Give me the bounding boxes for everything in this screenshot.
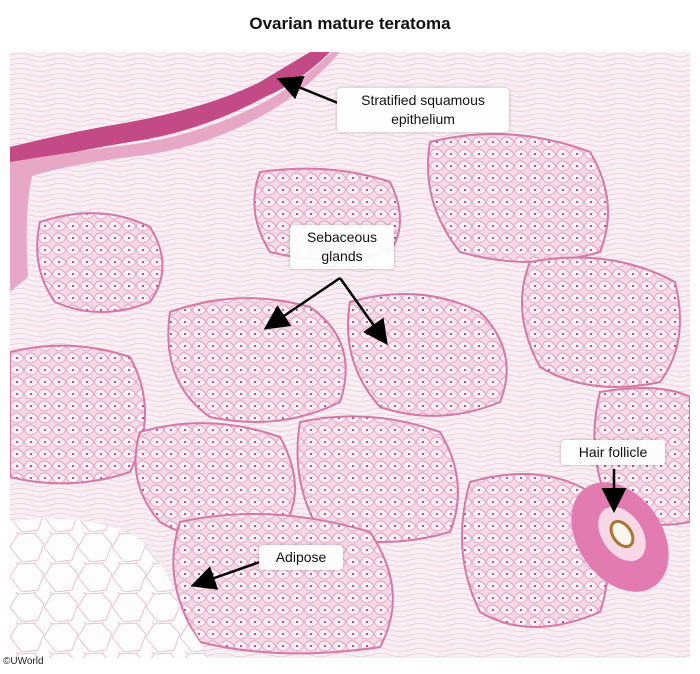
label-hair-follicle: Hair follicle	[561, 440, 665, 465]
label-adipose: Adipose	[259, 545, 343, 570]
histology-image	[10, 52, 690, 658]
label-sebaceous-glands: Sebaceous glands	[290, 225, 394, 269]
label-stratified-squamous-epithelium: Stratified squamous epithelium	[337, 88, 509, 132]
figure-title: Ovarian mature teratoma	[249, 14, 451, 33]
copyright-text: ©UWorld	[3, 656, 44, 667]
histology-micrograph	[10, 52, 690, 658]
